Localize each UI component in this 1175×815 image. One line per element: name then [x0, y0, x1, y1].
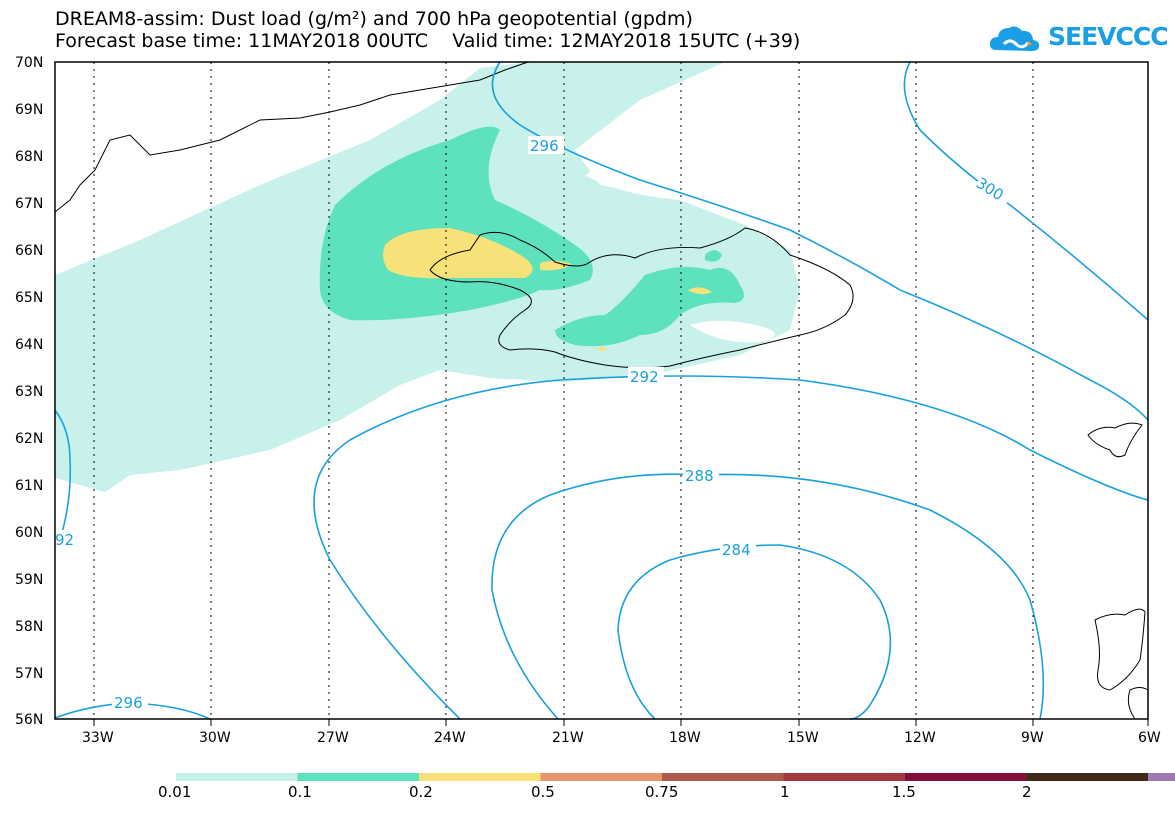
lon-label: 18W [669, 730, 701, 746]
lon-label: 27W [317, 730, 349, 746]
legend-label: 2 [1022, 783, 1032, 801]
legend-swatch [905, 773, 1027, 781]
legend-swatch [297, 773, 420, 781]
lat-label: 60N [15, 525, 43, 541]
cloud-icon [990, 26, 1040, 51]
lon-label: 12W [904, 730, 936, 746]
legend-colorbar [176, 773, 1175, 781]
lon-label: 9W [1021, 730, 1044, 746]
lon-label: 24W [434, 730, 466, 746]
legend-swatch [176, 773, 298, 781]
lat-label: 68N [15, 149, 43, 165]
lon-label: 30W [199, 730, 231, 746]
map-title-line1: DREAM8-assim: Dust load (g/m²) and 700 h… [55, 8, 693, 30]
legend-label: 0.5 [531, 783, 555, 801]
legend-swatch [783, 773, 906, 781]
lon-label: 6W [1138, 730, 1161, 746]
coastline [54, 61, 1149, 720]
contour-label: 296 [114, 694, 143, 712]
lat-label: 69N [15, 102, 43, 118]
contour-labels: 296 300 292 288 284 296 92 [55, 136, 1014, 712]
lat-label: 59N [15, 572, 43, 588]
legend-swatch [540, 773, 663, 781]
legend-swatch [1148, 773, 1175, 781]
legend-label: 0.01 [158, 783, 192, 801]
contour-label: 92 [55, 531, 74, 549]
logo-text: SEEVCCC [1048, 22, 1169, 51]
map-frame [54, 61, 1149, 720]
lat-label: 61N [15, 478, 43, 494]
lat-label: 56N [15, 712, 43, 728]
lon-label: 15W [787, 730, 819, 746]
lat-label: 66N [15, 243, 43, 259]
lon-label: 33W [82, 730, 114, 746]
legend-label: 0.1 [288, 783, 312, 801]
legend-label: 0.75 [645, 783, 679, 801]
legend-label: 0.2 [409, 783, 433, 801]
longitude-labels: 33W 30W 27W 24W 21W 18W 15W 12W 9W 6W [82, 730, 1161, 746]
lat-label: 63N [15, 384, 43, 400]
contour-label: 284 [722, 541, 751, 559]
legend-label: 1.5 [892, 783, 916, 801]
contour-label: 296 [530, 137, 559, 155]
lat-label: 65N [15, 290, 43, 306]
lat-label: 64N [15, 337, 43, 353]
lat-label: 57N [15, 666, 43, 682]
legend-swatch [419, 773, 541, 781]
lat-label: 67N [15, 196, 43, 212]
latitude-labels: 70N 69N 68N 67N 66N 65N 64N 63N 62N 61N … [15, 55, 43, 728]
contour-label: 292 [630, 368, 659, 386]
lat-label: 62N [15, 431, 43, 447]
lon-label: 21W [552, 730, 584, 746]
legend-swatch [1026, 773, 1149, 781]
map-title-line2: Forecast base time: 11MAY2018 00UTC Vali… [55, 30, 801, 52]
contour-label: 288 [685, 467, 714, 485]
legend-label: 1 [780, 783, 790, 801]
lat-label: 58N [15, 619, 43, 635]
legend-swatch [662, 773, 784, 781]
lat-label: 70N [15, 55, 43, 71]
